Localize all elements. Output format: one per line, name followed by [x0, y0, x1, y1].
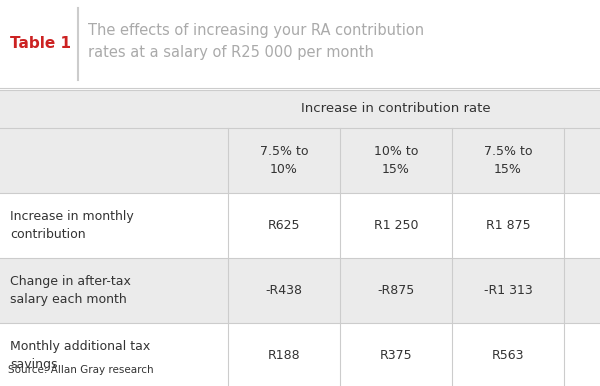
Text: The effects of increasing your RA contribution
rates at a salary of R25 000 per : The effects of increasing your RA contri… — [88, 23, 424, 60]
Text: Monthly additional tax
savings: Monthly additional tax savings — [10, 340, 150, 371]
Text: R1 875: R1 875 — [485, 219, 530, 232]
Bar — [0, 258, 600, 323]
Text: R375: R375 — [380, 349, 412, 362]
Text: R563: R563 — [492, 349, 524, 362]
Bar — [0, 90, 600, 193]
Text: R1 250: R1 250 — [374, 219, 418, 232]
Text: R188: R188 — [268, 349, 301, 362]
Text: Increase in monthly
contribution: Increase in monthly contribution — [10, 210, 134, 241]
Text: 7.5% to
10%: 7.5% to 10% — [260, 145, 308, 176]
Text: 10% to
15%: 10% to 15% — [374, 145, 418, 176]
Text: Change in after-tax
salary each month: Change in after-tax salary each month — [10, 275, 131, 306]
Bar — [0, 323, 600, 386]
Text: Table 1: Table 1 — [10, 37, 71, 51]
Text: -R1 313: -R1 313 — [484, 284, 532, 297]
Bar — [0, 193, 600, 258]
Text: Increase in contribution rate: Increase in contribution rate — [301, 103, 491, 115]
Text: R625: R625 — [268, 219, 300, 232]
Text: Source: Allan Gray research: Source: Allan Gray research — [8, 365, 154, 375]
Text: 7.5% to
15%: 7.5% to 15% — [484, 145, 532, 176]
Text: -R438: -R438 — [265, 284, 302, 297]
Text: -R875: -R875 — [377, 284, 415, 297]
